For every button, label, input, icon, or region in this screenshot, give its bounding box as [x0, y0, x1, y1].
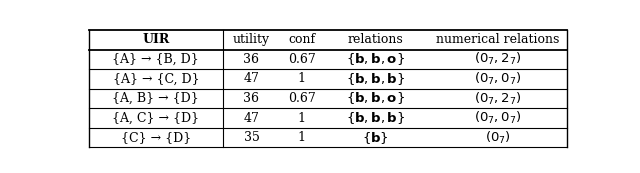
Text: $(0_{7})$: $(0_{7})$: [484, 130, 511, 146]
Text: 36: 36: [243, 53, 259, 66]
Text: $(0_{7}, 2_{7})$: $(0_{7}, 2_{7})$: [474, 51, 522, 67]
Text: 0.67: 0.67: [288, 92, 316, 105]
Text: 35: 35: [244, 131, 259, 144]
Text: $(0_{7}, 2_{7})$: $(0_{7}, 2_{7})$: [474, 90, 522, 107]
Text: UIR: UIR: [142, 33, 170, 46]
Text: 1: 1: [298, 112, 306, 125]
Text: {A, C} → {D}: {A, C} → {D}: [112, 112, 200, 125]
Text: {A} → {C, D}: {A} → {C, D}: [113, 72, 199, 85]
Text: $\{\mathbf{b}, \mathbf{b}, \mathbf{b}\}$: $\{\mathbf{b}, \mathbf{b}, \mathbf{b}\}$: [346, 71, 406, 87]
Text: $\{\mathbf{b}, \mathbf{b}, \mathbf{b}\}$: $\{\mathbf{b}, \mathbf{b}, \mathbf{b}\}$: [346, 110, 406, 126]
Text: relations: relations: [348, 33, 404, 46]
Text: $\{\mathbf{b}\}$: $\{\mathbf{b}\}$: [362, 130, 389, 145]
Text: 0.67: 0.67: [288, 53, 316, 66]
Text: $(0_{7}, 0_{7})$: $(0_{7}, 0_{7})$: [474, 110, 522, 126]
Text: $\{\mathbf{b}, \mathbf{b}, \mathbf{o}\}$: $\{\mathbf{b}, \mathbf{b}, \mathbf{o}\}$: [346, 90, 405, 106]
Text: {A, B} → {D}: {A, B} → {D}: [113, 92, 199, 105]
Text: 36: 36: [243, 92, 259, 105]
Text: {C} → {D}: {C} → {D}: [121, 131, 191, 144]
Text: $(0_{7}, 0_{7})$: $(0_{7}, 0_{7})$: [474, 71, 522, 87]
Text: conf: conf: [288, 33, 316, 46]
Text: $\{\mathbf{b}, \mathbf{b}, \mathbf{o}\}$: $\{\mathbf{b}, \mathbf{b}, \mathbf{o}\}$: [346, 51, 405, 67]
Text: 47: 47: [244, 112, 259, 125]
Text: 47: 47: [244, 72, 259, 85]
Text: numerical relations: numerical relations: [436, 33, 559, 46]
Text: {A} → {B, D}: {A} → {B, D}: [113, 53, 199, 66]
Text: 1: 1: [298, 131, 306, 144]
Text: utility: utility: [233, 33, 270, 46]
Text: 1: 1: [298, 72, 306, 85]
